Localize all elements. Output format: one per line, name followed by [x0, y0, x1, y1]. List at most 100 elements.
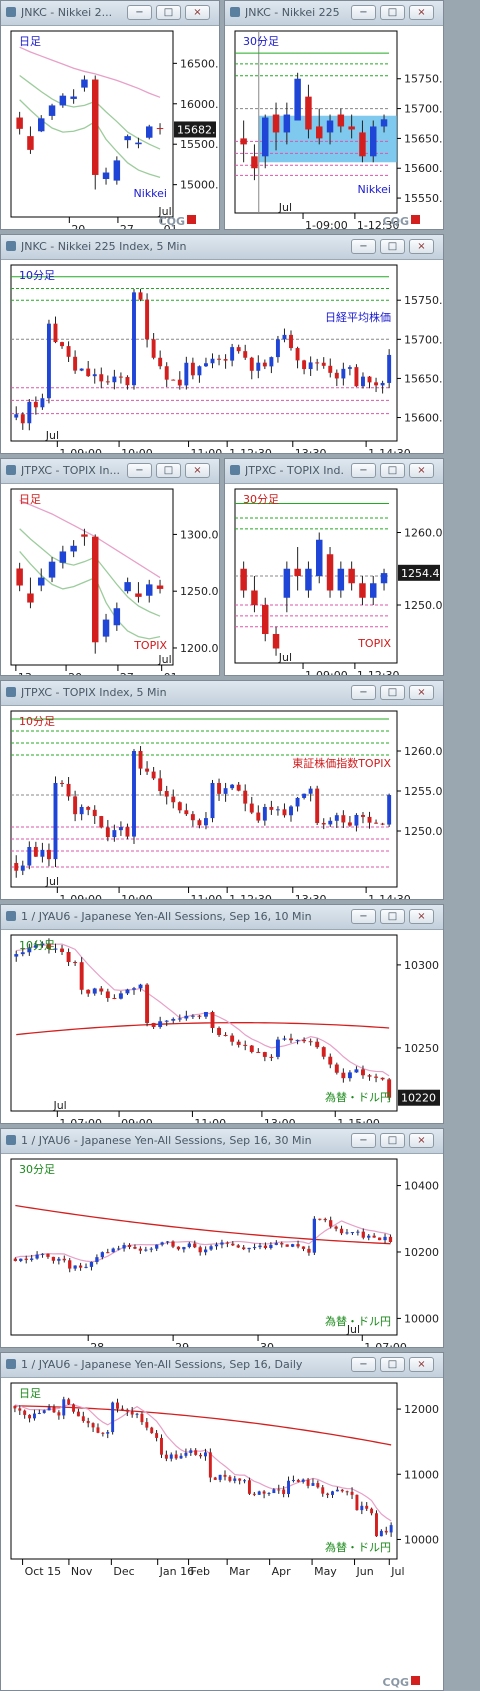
close-button[interactable]: × [409, 5, 434, 20]
candle-body [258, 1245, 262, 1248]
candle-body [135, 142, 142, 145]
plot-area[interactable] [10, 264, 398, 442]
chart-canvas[interactable]: 1260.00 1250.00 1254.44 30分足 TOPIX 1-09:00 1-1… [225, 483, 443, 676]
maximize-button[interactable]: □ [380, 239, 405, 254]
chart-window-3[interactable]: JNKC - Nikkei 225 Index, 5 Min −□ × 15750.0… [0, 234, 444, 454]
y-tick-label: 15500.0 [180, 138, 219, 151]
x-tick-label: Dec [113, 1565, 134, 1578]
chart-window-4[interactable]: JTPXC - TOPIX In...−□ × 1300.00 1250.00 1200… [0, 458, 220, 676]
candle-body [57, 1258, 61, 1261]
maximize-button[interactable]: □ [156, 5, 181, 20]
candle-body [99, 816, 104, 828]
maximize-button[interactable]: □ [380, 685, 405, 700]
close-button[interactable]: × [185, 5, 210, 20]
chart-canvas[interactable]: 15750.0 15700.0 15650.0 15600.0 15550.0 30分足 N… [225, 25, 443, 230]
last-price-box [398, 564, 440, 581]
minimize-button[interactable]: − [351, 909, 376, 924]
window-titlebar[interactable]: JTPXC - TOPIX Ind... − □ × [225, 459, 443, 484]
maximize-button[interactable]: □ [380, 463, 405, 478]
candle-body [380, 119, 388, 127]
cqg-logo-mark [187, 215, 196, 224]
window-titlebar[interactable]: JNKC - Nikkei 225 ... − □ × [225, 1, 443, 26]
candle-body [282, 1489, 286, 1495]
long-moving-average [14, 1405, 392, 1446]
maximize-button[interactable]: □ [156, 463, 181, 478]
candle-body [380, 1077, 385, 1080]
minimize-button[interactable]: − [351, 685, 376, 700]
candle-body [60, 783, 64, 784]
candle-body [122, 1245, 126, 1249]
candle-body [92, 988, 97, 994]
candle-body [350, 1232, 355, 1234]
minimize-button[interactable]: − [351, 1133, 376, 1148]
maximize-button[interactable]: □ [380, 1133, 405, 1148]
chart-window-9[interactable]: 1 / JYAU6 - Japanese Yen-All Sessions, S… [0, 1352, 444, 1691]
candle-body [367, 1075, 372, 1077]
minimize-button[interactable]: − [127, 463, 152, 478]
candle-body [289, 806, 293, 816]
plot-area[interactable] [10, 1382, 398, 1560]
window-titlebar[interactable]: JNKC - Nikkei 225 Index, 5 Min − □ × [1, 235, 443, 260]
timeframe-label: 10分足 [19, 939, 55, 952]
chart-window-2[interactable]: JNKC - Nikkei 225 ...−□×15750.015700.015… [224, 0, 444, 230]
y-tick-label: 1250.00 [404, 599, 443, 612]
window-titlebar[interactable]: 1 / JYAU6 - Japanese Yen-All Sessions, S… [1, 1353, 443, 1378]
chart-window-1[interactable]: JNKC - Nikkei 2... −□ × 16500.0 16000.0 15500… [0, 0, 220, 230]
x-tick-label: 13:00 [264, 1117, 296, 1124]
candle-body [118, 827, 123, 831]
candle-body [341, 1072, 346, 1079]
candle-body [204, 1452, 207, 1457]
chart-canvas[interactable]: 1300.00 1250.00 1200.00 日足 TOPIX 13 20 27 01 Jul [1, 483, 219, 676]
y-tick-label: 10000 [404, 1312, 439, 1325]
chart-window-7[interactable]: 1 / JYAU6 - Japanese Yen-All Sessions, S… [0, 904, 444, 1124]
candle-body [130, 1411, 134, 1415]
maximize-button[interactable]: □ [380, 909, 405, 924]
close-button[interactable]: × [185, 463, 210, 478]
candle-body [301, 1246, 306, 1249]
close-button[interactable]: × [409, 1133, 434, 1148]
chart-window-6[interactable]: JTPXC - TOPIX Index, 5 Min −□ × 1260.00 1255… [0, 680, 444, 900]
candle-body [374, 822, 379, 824]
window-titlebar[interactable]: 1 / JYAU6 - Japanese Yen-All Sessions, S… [1, 1129, 443, 1154]
candle-body [372, 1235, 376, 1238]
candle-body [384, 1530, 388, 1533]
close-button[interactable]: × [409, 1357, 434, 1372]
minimize-button[interactable]: − [351, 1357, 376, 1372]
candle-body [307, 1248, 311, 1253]
window-titlebar[interactable]: JTPXC - TOPIX Index, 5 Min − □ × [1, 681, 443, 706]
maximize-button[interactable]: □ [380, 1357, 405, 1372]
candle-body [359, 583, 366, 598]
close-button[interactable]: × [409, 685, 434, 700]
minimize-button[interactable]: − [351, 463, 376, 478]
chart-window-8[interactable]: 1 / JYAU6 - Japanese Yen-All Sessions, S… [0, 1128, 444, 1348]
minimize-button[interactable]: − [351, 239, 376, 254]
candle-body [138, 1248, 143, 1251]
candles [14, 746, 392, 878]
window-titlebar[interactable]: JTPXC - TOPIX In... − □ × [1, 459, 219, 484]
candle-body [337, 568, 345, 591]
close-button[interactable]: × [409, 239, 434, 254]
candle-body [305, 96, 312, 130]
candle-body [92, 809, 97, 817]
timeframe-label: 30分足 [19, 1163, 55, 1176]
window-titlebar[interactable]: 1 / JYAU6 - Japanese Yen-All Sessions, S… [1, 905, 443, 930]
long-moving-average [15, 1204, 391, 1245]
candle-body [158, 1021, 163, 1027]
window-titlebar[interactable]: JNKC - Nikkei 2... − □ × [1, 1, 219, 26]
close-button[interactable]: × [409, 463, 434, 478]
chart-window-5[interactable]: JTPXC - TOPIX Ind...−□ × 1260.00 1250.00 125… [224, 458, 444, 676]
instrument-name: TOPIX [133, 639, 167, 652]
candle-body [145, 1422, 149, 1428]
chart-canvas[interactable]: 16500.0 16000.0 15500.0 15000.0 15682.4 日足 Nik… [1, 25, 219, 230]
close-button[interactable]: × [409, 909, 434, 924]
minimize-button[interactable]: − [127, 5, 152, 20]
maximize-button[interactable]: □ [380, 5, 405, 20]
minimize-button[interactable]: − [351, 5, 376, 20]
candle-body [236, 347, 241, 352]
plot-area[interactable] [10, 1158, 398, 1336]
